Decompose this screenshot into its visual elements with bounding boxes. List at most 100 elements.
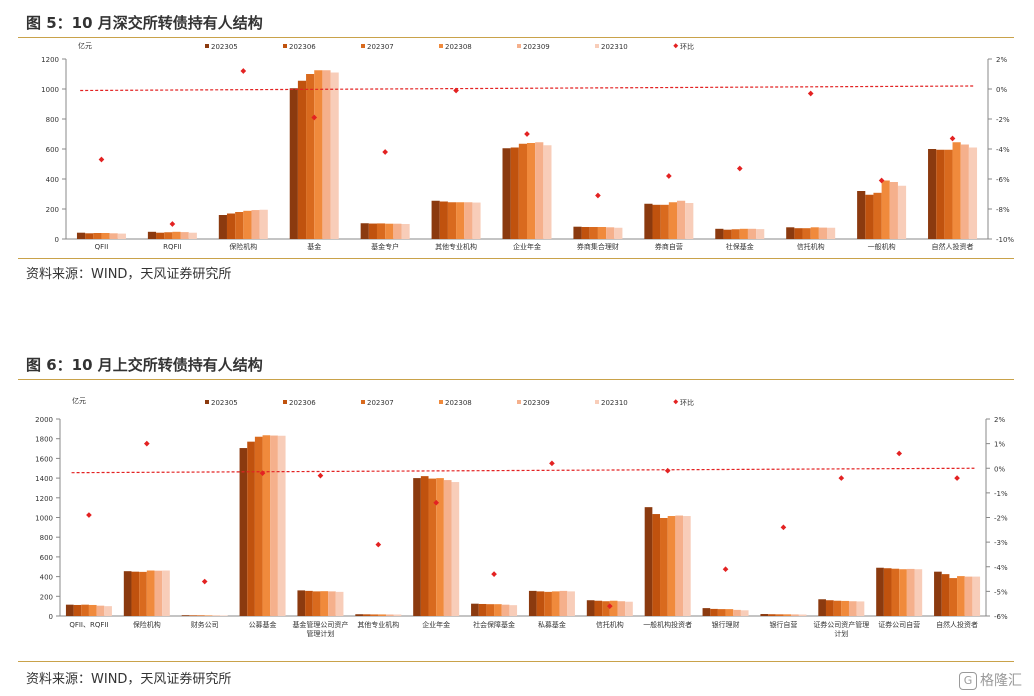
category-label: 券商集合理财	[577, 242, 619, 251]
bar	[889, 182, 898, 239]
line-point	[86, 512, 92, 518]
bar	[401, 224, 410, 239]
bar	[949, 578, 958, 616]
bar	[247, 441, 255, 616]
category-label: 基金专户	[371, 242, 399, 251]
category-label: 企业年金	[422, 620, 450, 629]
category-label: QFII	[95, 243, 109, 251]
y-tick-label: 400	[40, 574, 53, 582]
bar	[723, 229, 732, 239]
bar	[431, 200, 440, 239]
bar	[614, 227, 623, 239]
bar	[606, 227, 615, 239]
figure-6-top-rule	[18, 379, 1014, 380]
line-point	[736, 165, 743, 172]
line-point	[382, 149, 388, 155]
legend-entry: 202309	[523, 399, 550, 407]
bar	[644, 203, 653, 239]
line-point	[549, 460, 555, 467]
y-tick-label: 800	[46, 116, 59, 124]
legend-swatch	[439, 400, 443, 404]
bar	[328, 591, 336, 616]
watermark: G 格隆汇	[959, 670, 1022, 690]
bar	[660, 204, 669, 239]
bar	[131, 571, 140, 616]
bar	[362, 614, 371, 616]
bar	[73, 604, 82, 616]
bar	[660, 517, 668, 616]
legend-entry: 202310	[601, 399, 628, 407]
legend-swatch	[439, 44, 443, 48]
bar	[833, 600, 842, 616]
y2-tick-label: -5%	[994, 588, 1008, 596]
bar	[677, 200, 686, 239]
line-point	[240, 68, 247, 74]
category-label: 银行理财	[712, 620, 740, 629]
legend-entry: 202307	[367, 399, 394, 407]
bar	[810, 227, 819, 239]
bar	[305, 590, 313, 616]
bar	[146, 570, 155, 616]
legend-entry: 202305	[211, 43, 238, 51]
y-tick-label: 1600	[35, 455, 53, 463]
y-tick-label: 0	[49, 613, 53, 621]
category-label: 其他专业机构	[357, 620, 399, 629]
bar	[486, 604, 495, 616]
line-point	[954, 475, 960, 481]
bar	[172, 231, 181, 239]
legend-swatch	[283, 400, 287, 404]
legend-swatch	[205, 44, 209, 48]
bar	[197, 615, 205, 616]
bar	[360, 223, 369, 239]
bar	[306, 74, 315, 239]
y2-tick-label: 0%	[996, 86, 1007, 94]
bar	[559, 590, 568, 616]
bar	[204, 615, 213, 616]
figure-5-title: 图 5：10 月深交所转债持有人结构	[26, 14, 263, 32]
bar	[652, 514, 661, 616]
bar	[865, 194, 874, 239]
bar	[581, 227, 590, 239]
y-tick-label: 600	[46, 146, 59, 154]
category-label: 保险机构	[229, 242, 257, 251]
bar	[573, 226, 582, 239]
bar	[535, 142, 544, 239]
bar	[139, 571, 147, 616]
bar	[289, 88, 298, 239]
category-label: 自然人投资者	[932, 242, 974, 251]
line-point	[780, 524, 787, 531]
bar	[609, 600, 618, 616]
bar	[413, 478, 421, 616]
line-point	[169, 221, 176, 227]
bar	[602, 601, 610, 616]
bar	[262, 435, 271, 616]
y-tick-label: 400	[46, 176, 59, 184]
bar	[251, 210, 260, 239]
bar	[297, 80, 307, 239]
bar	[667, 516, 676, 616]
bar	[385, 223, 394, 239]
bar	[322, 70, 331, 239]
y2-tick-label: -3%	[994, 539, 1008, 547]
y2-tick-label: -2%	[996, 116, 1010, 124]
bar	[320, 591, 329, 616]
bar	[518, 143, 527, 239]
bar	[509, 605, 518, 616]
category-label: 私募基金	[538, 620, 566, 629]
line-point	[98, 156, 105, 163]
bar	[685, 203, 694, 239]
bar	[586, 600, 595, 616]
category-label: 券商自营	[655, 242, 683, 251]
bar	[783, 614, 792, 616]
bar	[314, 70, 323, 239]
bar	[154, 570, 163, 616]
y-tick-label: 1200	[35, 495, 53, 503]
bar	[277, 435, 286, 616]
y-axis-label: 亿元	[78, 41, 92, 50]
bar	[848, 601, 857, 616]
legend-entry: 环比	[680, 398, 694, 407]
bar	[376, 223, 386, 239]
category-label: 证券公司资产管理	[813, 620, 869, 629]
legend-entry: 202310	[601, 43, 628, 51]
legend-swatch-line	[673, 43, 679, 49]
